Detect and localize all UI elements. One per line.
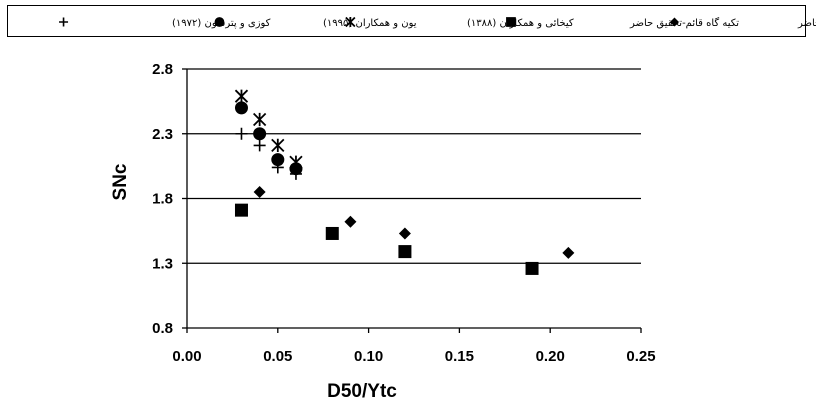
point-asterisk <box>271 138 285 153</box>
legend-entries: تکیه گاه بالدار-تحقیق حاضر تکیه گاه قائم-… <box>59 16 816 29</box>
point-plus <box>253 139 266 152</box>
legend-label: تکیه گاه قائم-تحقیق حاضر <box>629 17 739 29</box>
x-tick-label: 0.05 <box>263 348 292 365</box>
x-tick-label: 0.15 <box>445 348 474 365</box>
y-axis-title: SNc <box>110 163 131 200</box>
legend-marker-asterisk <box>345 16 356 28</box>
legend-marker-diamond <box>669 17 679 27</box>
x-tick-label: 0.10 <box>354 348 383 365</box>
point-circle <box>271 153 285 167</box>
x-tick-label: 0.25 <box>626 348 655 365</box>
legend-label: کوزی و پترسون (۱۹۷۲) <box>172 18 271 29</box>
legend-marker-circle <box>214 17 225 27</box>
point-diamond <box>398 227 411 240</box>
legend-label: تکیه گاه بالدار-تحقیق حاضر <box>797 17 816 29</box>
x-tick-label: 0.00 <box>172 348 201 365</box>
legend-marker-plus <box>59 17 69 27</box>
point-diamond <box>344 215 357 228</box>
legend-label: یون و همکاران (۱۹۹۵) <box>323 18 417 29</box>
point-square <box>234 203 248 217</box>
y-tick-label: 1.3 <box>152 255 173 272</box>
point-asterisk <box>253 112 267 127</box>
y-tick-label: 2.8 <box>152 61 173 78</box>
y-tick-label: 2.3 <box>152 126 173 143</box>
point-diamond <box>253 186 266 199</box>
point-square <box>525 261 539 275</box>
y-tick-label: 1.8 <box>152 191 173 208</box>
x-axis-title: D50/Ytc <box>327 381 397 402</box>
point-plus <box>289 167 302 180</box>
data-points <box>234 89 575 275</box>
point-diamond <box>562 246 575 259</box>
point-circle <box>253 127 267 141</box>
point-square <box>398 245 412 259</box>
point-plus <box>271 161 284 174</box>
legend-label: کیخائی و همکاران (۱۳۸۸) <box>467 18 574 29</box>
gridlines <box>187 68 641 264</box>
point-square <box>325 226 339 240</box>
legend-marker-square <box>506 17 516 27</box>
x-tick-label: 0.20 <box>536 348 565 365</box>
y-tick-label: 0.8 <box>152 320 173 337</box>
point-circle <box>234 101 248 115</box>
point-plus <box>235 127 248 140</box>
axes: 0.8 1.3 1.8 2.3 2.8 0.00 0.05 0.10 0.15 0.20 0.25 <box>152 61 655 365</box>
point-asterisk <box>234 89 249 103</box>
